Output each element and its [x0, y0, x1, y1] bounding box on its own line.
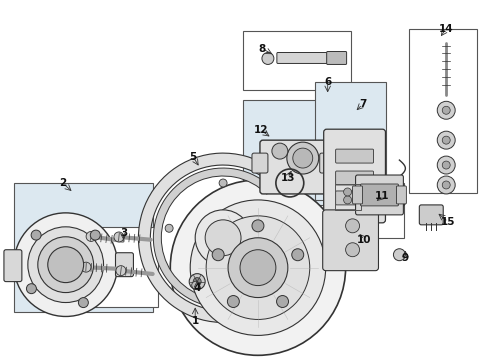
- Circle shape: [31, 230, 41, 240]
- Circle shape: [227, 296, 239, 307]
- Text: 11: 11: [375, 191, 390, 201]
- Circle shape: [276, 296, 289, 307]
- Circle shape: [272, 143, 288, 159]
- Bar: [409, 28, 477, 193]
- Bar: [243, 31, 350, 90]
- Circle shape: [437, 131, 455, 149]
- Circle shape: [343, 196, 352, 204]
- Circle shape: [81, 262, 91, 272]
- FancyBboxPatch shape: [324, 129, 386, 223]
- Wedge shape: [138, 153, 288, 323]
- Circle shape: [393, 249, 405, 261]
- Text: 15: 15: [441, 217, 456, 227]
- Circle shape: [293, 148, 313, 168]
- Circle shape: [437, 156, 455, 174]
- Text: 2: 2: [59, 178, 66, 188]
- Text: 4: 4: [194, 283, 201, 293]
- Circle shape: [292, 249, 304, 261]
- Circle shape: [192, 281, 200, 289]
- Circle shape: [287, 142, 318, 174]
- Circle shape: [205, 220, 241, 256]
- Bar: [84, 227, 158, 306]
- Circle shape: [252, 220, 264, 232]
- FancyBboxPatch shape: [260, 140, 330, 194]
- Circle shape: [442, 106, 450, 114]
- Circle shape: [114, 232, 124, 242]
- Circle shape: [14, 213, 118, 316]
- FancyBboxPatch shape: [336, 191, 373, 205]
- Bar: [335, 184, 361, 210]
- FancyBboxPatch shape: [336, 149, 373, 163]
- Circle shape: [437, 176, 455, 194]
- Bar: [243, 100, 350, 205]
- Bar: [14, 183, 153, 312]
- Circle shape: [193, 278, 201, 285]
- Text: 9: 9: [402, 253, 409, 263]
- Text: 12: 12: [254, 125, 268, 135]
- FancyBboxPatch shape: [419, 205, 443, 225]
- Circle shape: [345, 243, 360, 257]
- FancyBboxPatch shape: [277, 53, 329, 63]
- Circle shape: [262, 53, 274, 64]
- Circle shape: [228, 238, 288, 298]
- Circle shape: [190, 200, 326, 336]
- FancyBboxPatch shape: [353, 186, 363, 204]
- FancyBboxPatch shape: [396, 186, 406, 204]
- Circle shape: [195, 210, 251, 266]
- Circle shape: [345, 219, 360, 233]
- Circle shape: [189, 274, 205, 289]
- Circle shape: [86, 231, 96, 242]
- Circle shape: [442, 161, 450, 169]
- Circle shape: [206, 216, 310, 319]
- Text: 8: 8: [258, 44, 266, 54]
- Bar: [355, 183, 404, 238]
- Text: 13: 13: [281, 173, 295, 183]
- FancyBboxPatch shape: [336, 171, 373, 185]
- Circle shape: [219, 179, 227, 187]
- Circle shape: [48, 247, 84, 283]
- Circle shape: [28, 227, 103, 302]
- Circle shape: [442, 181, 450, 189]
- FancyBboxPatch shape: [361, 184, 398, 206]
- Text: 14: 14: [439, 24, 454, 33]
- FancyBboxPatch shape: [116, 253, 133, 276]
- Circle shape: [165, 224, 173, 232]
- FancyBboxPatch shape: [319, 153, 336, 173]
- FancyBboxPatch shape: [356, 175, 403, 215]
- FancyBboxPatch shape: [327, 51, 346, 64]
- Circle shape: [116, 266, 126, 276]
- Circle shape: [212, 249, 224, 261]
- Text: 7: 7: [359, 99, 366, 109]
- FancyBboxPatch shape: [323, 210, 378, 271]
- FancyBboxPatch shape: [252, 153, 268, 173]
- Circle shape: [90, 230, 100, 240]
- Circle shape: [442, 136, 450, 144]
- FancyBboxPatch shape: [4, 250, 22, 282]
- Bar: [315, 82, 387, 200]
- Circle shape: [38, 237, 94, 293]
- Text: 5: 5: [190, 152, 197, 162]
- Text: 10: 10: [357, 235, 372, 245]
- Circle shape: [26, 284, 36, 294]
- Wedge shape: [153, 168, 272, 307]
- Circle shape: [171, 180, 345, 355]
- Text: 6: 6: [324, 77, 331, 87]
- Circle shape: [343, 188, 352, 196]
- Circle shape: [78, 298, 88, 307]
- Text: 1: 1: [192, 316, 199, 327]
- Circle shape: [240, 250, 276, 285]
- Text: 3: 3: [120, 228, 127, 238]
- Circle shape: [437, 101, 455, 119]
